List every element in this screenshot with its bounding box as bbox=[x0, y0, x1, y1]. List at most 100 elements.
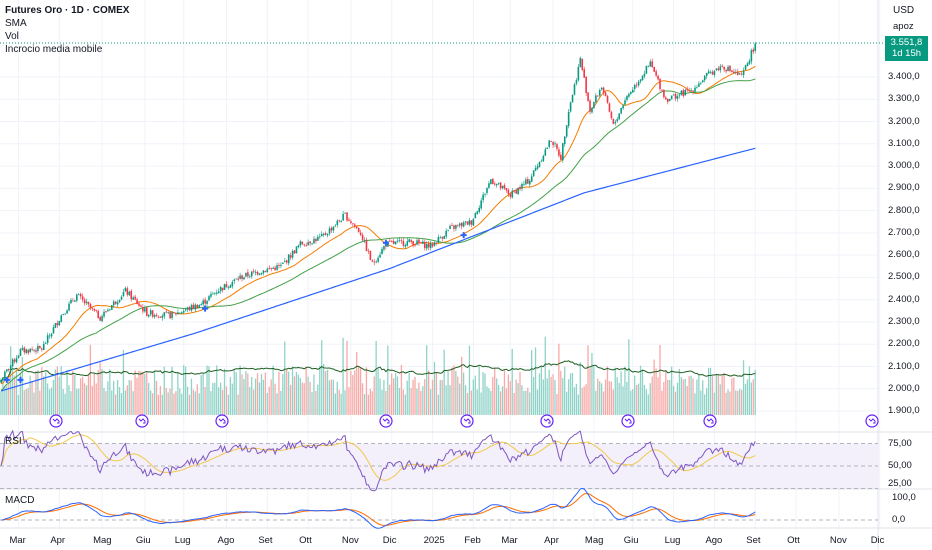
candle-body bbox=[365, 239, 368, 252]
volume-bar bbox=[124, 390, 127, 415]
volume-bar bbox=[566, 391, 568, 415]
rsi-tick-label: 75,00 bbox=[888, 437, 912, 449]
candle-body bbox=[29, 348, 31, 353]
volume-bar bbox=[118, 387, 121, 415]
legend: Futures Oro · 1D · COMEX SMA Vol Incroci… bbox=[5, 4, 129, 56]
volume-bar bbox=[37, 370, 39, 415]
user-label[interactable]: apoz bbox=[893, 21, 914, 32]
candle-body bbox=[433, 242, 436, 246]
candle-body bbox=[530, 176, 533, 182]
volume-bar bbox=[567, 379, 570, 415]
candle-body bbox=[480, 200, 482, 209]
dividend-event-icon bbox=[49, 414, 63, 428]
candle-body bbox=[540, 160, 543, 162]
volume-bar bbox=[525, 390, 527, 415]
volume-bar bbox=[387, 345, 389, 415]
candle-body bbox=[665, 97, 667, 100]
indicator-ma-cross[interactable]: Incrocio media mobile bbox=[5, 44, 103, 55]
candle-body bbox=[342, 213, 344, 221]
volume-bar bbox=[80, 378, 82, 415]
volume-bar bbox=[670, 366, 673, 415]
candle-body bbox=[237, 278, 239, 280]
candle-body bbox=[72, 300, 74, 302]
macd-label[interactable]: MACD bbox=[5, 495, 35, 506]
candle-body bbox=[54, 323, 57, 328]
volume-bar bbox=[253, 389, 255, 415]
candle-body bbox=[657, 75, 659, 80]
candle-body bbox=[429, 243, 432, 249]
sma-fast-line bbox=[0, 65, 756, 385]
volume-bar bbox=[272, 365, 274, 415]
candle-body bbox=[476, 211, 479, 214]
candle-body bbox=[626, 95, 628, 100]
volume-bar bbox=[739, 388, 741, 415]
volume-bar bbox=[754, 369, 756, 415]
candle-body bbox=[297, 245, 300, 248]
candle-body bbox=[76, 294, 78, 301]
volume-bar bbox=[114, 394, 117, 415]
volume-bar bbox=[210, 391, 212, 415]
candle-body bbox=[727, 66, 729, 72]
candle-body bbox=[66, 310, 68, 314]
candle-body bbox=[482, 194, 484, 201]
rsi-label[interactable]: RSI bbox=[5, 436, 22, 447]
volume-bar bbox=[268, 386, 270, 415]
candle-body bbox=[600, 87, 603, 90]
candle-body bbox=[171, 311, 173, 319]
volume-bar bbox=[709, 367, 712, 415]
volume-bar bbox=[385, 390, 387, 415]
indicator-vol[interactable]: Vol bbox=[5, 31, 19, 42]
candle-body bbox=[270, 268, 273, 269]
candle-body bbox=[276, 265, 278, 270]
candle-body bbox=[44, 342, 47, 344]
candle-body bbox=[332, 226, 335, 231]
volume-bar bbox=[426, 345, 428, 415]
volume-bar bbox=[705, 388, 708, 415]
volume-bar bbox=[752, 379, 754, 415]
volume-bar bbox=[464, 385, 467, 415]
volume-bar bbox=[379, 378, 381, 415]
candle-body bbox=[696, 87, 698, 89]
volume-bar bbox=[443, 349, 445, 415]
volume-bar bbox=[503, 369, 506, 415]
volume-bar bbox=[585, 384, 587, 415]
currency-label[interactable]: USD bbox=[893, 5, 915, 16]
volume-bar bbox=[13, 375, 16, 415]
volume-bar bbox=[317, 384, 319, 415]
candle-body bbox=[371, 260, 374, 262]
candle-body bbox=[291, 250, 294, 258]
candle-body bbox=[744, 65, 747, 70]
candle-body bbox=[410, 240, 412, 242]
candle-body bbox=[598, 90, 601, 96]
candle-body bbox=[571, 95, 574, 103]
candle-body bbox=[606, 96, 609, 103]
candle-body bbox=[367, 250, 370, 252]
price-tick-label: 3.300,0 bbox=[888, 93, 920, 105]
candle-body bbox=[188, 307, 191, 310]
volume-bar bbox=[0, 391, 2, 415]
volume-bar bbox=[610, 381, 613, 415]
price-tick-label: 2.100,0 bbox=[888, 360, 920, 372]
candle-body bbox=[377, 257, 379, 262]
volume-bar bbox=[214, 382, 216, 415]
candle-body bbox=[229, 285, 232, 288]
candle-body bbox=[334, 225, 337, 227]
volume-bar bbox=[276, 393, 278, 415]
volume-bar bbox=[56, 366, 58, 415]
candle-body bbox=[231, 281, 234, 287]
volume-bar bbox=[459, 383, 461, 415]
candle-body bbox=[451, 225, 453, 226]
indicator-sma[interactable]: SMA bbox=[5, 18, 27, 29]
sma-mid-line bbox=[0, 78, 756, 391]
candle-body bbox=[311, 243, 313, 245]
candle-body bbox=[488, 183, 490, 188]
candle-body bbox=[41, 348, 43, 350]
volume-bar bbox=[472, 379, 474, 415]
candle-body bbox=[414, 244, 416, 246]
volume-bar bbox=[60, 366, 62, 415]
volume-bar bbox=[39, 390, 41, 415]
volume-bar bbox=[161, 394, 163, 415]
candle-body bbox=[396, 240, 399, 242]
symbol-title[interactable]: Futures Oro · 1D · COMEX bbox=[5, 5, 130, 16]
